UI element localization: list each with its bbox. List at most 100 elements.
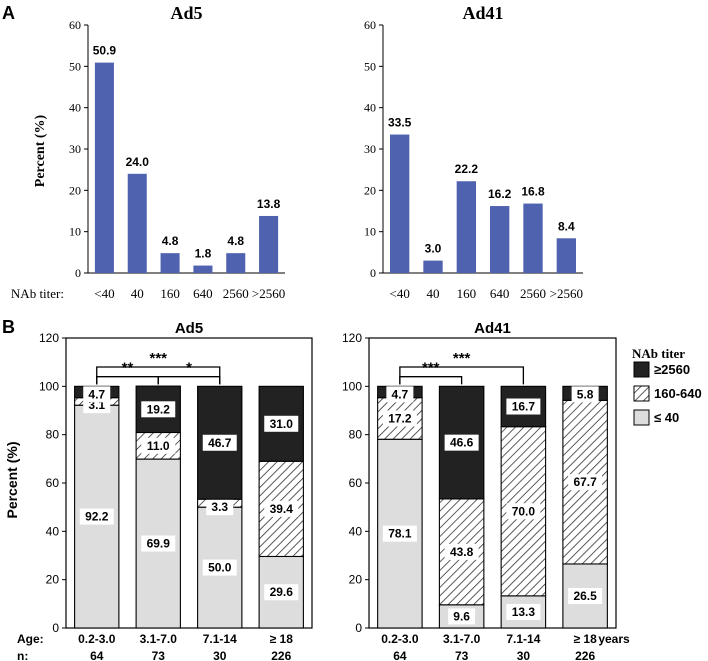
data-label: 50.0: [208, 561, 232, 575]
x-tick-label: <40: [94, 286, 114, 301]
data-label: 50.9: [93, 44, 117, 58]
panel-label-a: A: [2, 3, 15, 23]
significance-bracket: [157, 376, 221, 385]
significance-marker: *: [186, 360, 192, 377]
age-group-label: 3.1-7.0: [140, 632, 178, 646]
bar: [94, 62, 114, 273]
age-group-label: 3.1-7.0: [443, 632, 481, 646]
x-tick-label: 640: [490, 286, 510, 301]
y-tick-label: 80: [46, 428, 60, 442]
data-label: 70.0: [512, 504, 536, 518]
data-label: 43.8: [450, 545, 474, 559]
data-label: 92.2: [85, 510, 109, 524]
chart-title: Ad41: [474, 320, 511, 337]
bar: [556, 238, 576, 273]
age-group-label: ≥ 18: [270, 632, 294, 646]
data-label: 31.0: [270, 417, 294, 431]
significance-bracket: [96, 376, 159, 385]
bar: [259, 215, 279, 273]
n-value-label: 226: [271, 649, 291, 661]
data-label: 1.8: [195, 247, 212, 261]
data-label: 16.7: [512, 400, 536, 414]
y-tick-label: 10: [69, 225, 81, 239]
n-value-label: 30: [517, 649, 531, 661]
data-label: 67.7: [573, 475, 597, 489]
data-label-box: [141, 535, 176, 552]
data-label: 3.0: [425, 242, 442, 256]
data-label-box: [444, 543, 479, 560]
data-label: 26.5: [573, 589, 597, 603]
legend-swatch-hatch: [633, 385, 650, 402]
data-label: 33.5: [388, 116, 412, 130]
data-label: 19.2: [147, 402, 171, 416]
bar: [523, 203, 543, 273]
y-tick-label: 60: [364, 18, 376, 32]
panel-label-b: B: [2, 317, 15, 337]
nab-titer-axis-label: NAb titer:: [11, 286, 64, 301]
x-tick-label: 160: [457, 286, 477, 301]
data-label-box: [202, 434, 237, 451]
y-tick-label: 60: [69, 18, 81, 32]
y-tick-label: 30: [364, 142, 376, 156]
legend-swatch-light: [633, 409, 650, 426]
data-label: 3.3: [211, 500, 228, 514]
x-tick-label: 40: [131, 286, 144, 301]
chart-a-ad41: Ad41 0 10 20 30 40 50 60 33.5 <40 3.0 40 22.2 160 16.2…: [364, 3, 583, 301]
x-tick-label: 2560: [520, 286, 546, 301]
data-label: 13.3: [512, 605, 536, 619]
data-label: 11.0: [147, 439, 170, 453]
n-value-label: 64: [393, 649, 407, 661]
bar: [160, 253, 180, 273]
bar: [390, 134, 410, 273]
x-tick-label: 40: [427, 286, 440, 301]
data-label-box: [444, 434, 479, 451]
data-label-box: [264, 415, 299, 432]
data-label-box: [264, 584, 299, 601]
data-label: 22.2: [455, 162, 479, 176]
y-tick-label: 100: [39, 379, 59, 393]
y-tick-label: 0: [75, 266, 81, 280]
y-tick-label: 100: [342, 379, 362, 393]
bar: [456, 181, 476, 273]
data-label-box: [382, 410, 417, 427]
n-value-label: 226: [575, 649, 595, 661]
data-label-box: [571, 386, 599, 403]
significance-bracket: [96, 366, 221, 385]
age-group-label: 7.1-14: [506, 632, 540, 646]
data-label: 5.8: [577, 387, 594, 401]
legend-item-label: 160-640: [654, 386, 702, 401]
data-label: 8.4: [558, 219, 575, 233]
legend-swatch-dark: [633, 361, 650, 378]
age-group-label: 7.1-14: [203, 632, 237, 646]
data-label: 4.7: [392, 387, 409, 401]
y-tick-label: 0: [52, 621, 59, 635]
data-label-box: [506, 398, 541, 415]
y-tick-label: 80: [349, 428, 363, 442]
age-label: Age:: [17, 632, 44, 646]
x-tick-label: >2560: [252, 286, 285, 301]
significance-marker: ***: [422, 360, 440, 377]
bar: [127, 173, 147, 273]
y-tick-label: 20: [349, 573, 363, 587]
data-label-box: [202, 559, 237, 576]
data-label-box: [79, 508, 114, 525]
data-label: 39.4: [270, 502, 294, 516]
bar: [193, 265, 213, 273]
data-label-box: [141, 437, 176, 454]
data-label-box: [206, 499, 234, 516]
y-tick-label: 60: [46, 476, 60, 490]
data-label: 78.1: [388, 527, 412, 541]
y-tick-label: 20: [364, 183, 376, 197]
data-label-box: [264, 500, 299, 517]
data-label: 4.8: [227, 234, 244, 248]
data-label-box: [568, 474, 603, 491]
bar: [226, 253, 246, 273]
data-label-box: [83, 386, 111, 403]
legend-title: NAb titer: [632, 346, 685, 361]
age-group-label: 0.2-3.0: [78, 632, 116, 646]
age-group-label: 0.2-3.0: [381, 632, 419, 646]
data-label-box: [141, 401, 176, 418]
data-label: 46.6: [450, 436, 474, 450]
panel-b-ylabel: Percent (%): [4, 441, 20, 518]
n-label: n:: [17, 649, 28, 661]
